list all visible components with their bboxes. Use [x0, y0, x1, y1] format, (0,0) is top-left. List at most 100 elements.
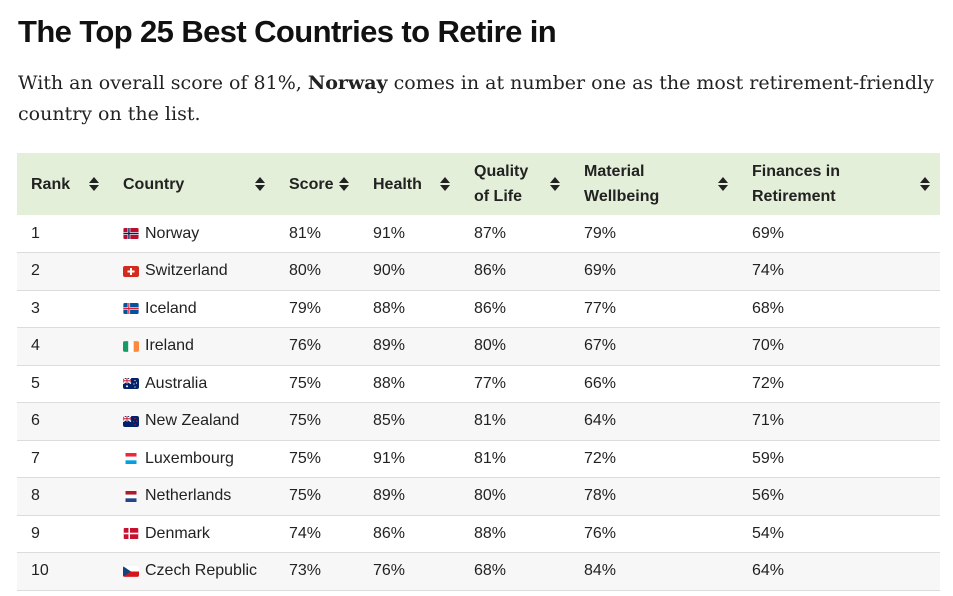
score-cell: 75%	[289, 412, 322, 430]
new-zealand-flag-icon	[123, 415, 139, 427]
quality-of-life-cell: 86%	[474, 262, 507, 280]
finances-cell: 69%	[752, 224, 785, 242]
material-wellbeing-cell: 78%	[584, 487, 617, 505]
sort-icon[interactable]	[89, 177, 99, 191]
column-header-label: Health	[373, 175, 422, 193]
table-header: Rank Country Score Health Quality of Lif…	[17, 153, 940, 215]
rank-cell: 6	[31, 412, 40, 430]
column-header-label: Country	[123, 175, 185, 193]
column-header-label: Finances in Retirement	[752, 163, 841, 205]
rank-cell: 4	[31, 337, 40, 355]
table-row: 5 Australia 75% 88% 77% 66% 72%	[17, 365, 940, 403]
finances-cell: 54%	[752, 524, 785, 542]
finances-cell: 71%	[752, 412, 785, 430]
rank-cell: 9	[31, 524, 40, 542]
sort-icon[interactable]	[920, 177, 930, 191]
quality-of-life-cell: 77%	[474, 374, 507, 392]
country-label: Iceland	[123, 300, 275, 318]
country-cell: New Zealand	[109, 403, 275, 441]
country-label: Norway	[123, 225, 275, 243]
column-header-material-wellbeing[interactable]: Material Wellbeing	[570, 153, 738, 215]
country-cell: Ireland	[109, 328, 275, 366]
country-cell: Denmark	[109, 515, 275, 553]
table-row: 7 Luxembourg 75% 91% 81% 72% 59%	[17, 440, 940, 478]
column-header-quality-of-life[interactable]: Quality of Life	[460, 153, 570, 215]
column-header-health[interactable]: Health	[359, 153, 460, 215]
material-wellbeing-cell: 79%	[584, 224, 617, 242]
quality-of-life-cell: 68%	[474, 562, 507, 580]
finances-cell: 74%	[752, 262, 785, 280]
score-cell: 79%	[289, 299, 322, 317]
health-cell: 91%	[373, 224, 406, 242]
sort-icon[interactable]	[550, 177, 560, 191]
norway-flag-icon	[123, 228, 139, 239]
sort-icon[interactable]	[440, 177, 450, 191]
column-header-finances-in-retirement[interactable]: Finances in Retirement	[738, 153, 940, 215]
rank-cell: 2	[31, 262, 40, 280]
table-row: 9 Denmark 74% 86% 88% 76% 54%	[17, 515, 940, 553]
table-body: 1 Norway 81% 91% 87% 79% 69% 2 Switzerland 80% 90%…	[17, 215, 940, 590]
country-label: Ireland	[123, 337, 275, 355]
quality-of-life-cell: 81%	[474, 412, 507, 430]
country-name: New Zealand	[145, 412, 240, 430]
page-subtitle: With an overall score of 81%, Norway com…	[18, 68, 938, 130]
column-header-label: Quality of Life	[474, 163, 529, 205]
finances-cell: 64%	[752, 562, 785, 580]
denmark-flag-icon	[123, 528, 139, 540]
country-label: Czech Republic	[123, 562, 275, 580]
page-title: The Top 25 Best Countries to Retire in	[18, 14, 557, 49]
country-name: Switzerland	[145, 262, 228, 280]
australia-flag-icon	[123, 378, 139, 390]
subtitle-text: With an overall score of 81%,	[18, 72, 308, 94]
health-cell: 90%	[373, 262, 406, 280]
score-cell: 74%	[289, 524, 322, 542]
country-label: Denmark	[123, 525, 275, 543]
health-cell: 89%	[373, 337, 406, 355]
score-cell: 81%	[289, 224, 322, 242]
country-name: Luxembourg	[145, 449, 234, 467]
score-cell: 75%	[289, 487, 322, 505]
finances-cell: 68%	[752, 299, 785, 317]
czech-flag-icon	[123, 565, 139, 577]
health-cell: 76%	[373, 562, 406, 580]
table-row: 1 Norway 81% 91% 87% 79% 69%	[17, 215, 940, 253]
score-cell: 75%	[289, 374, 322, 392]
header-row: Rank Country Score Health Quality of Lif…	[17, 153, 940, 215]
finances-cell: 59%	[752, 449, 785, 467]
country-cell: Luxembourg	[109, 440, 275, 478]
table-row: 8 Netherlands 75% 89% 80% 78% 56%	[17, 477, 940, 516]
quality-of-life-cell: 80%	[474, 487, 507, 505]
sort-icon[interactable]	[339, 177, 349, 191]
rank-cell: 5	[31, 374, 40, 392]
quality-of-life-cell: 88%	[474, 524, 507, 542]
column-header-rank[interactable]: Rank	[17, 153, 109, 215]
country-cell: Australia	[109, 365, 275, 403]
material-wellbeing-cell: 84%	[584, 562, 617, 580]
column-header-score[interactable]: Score	[275, 153, 359, 215]
table-row: 2 Switzerland 80% 90% 86% 69% 74%	[17, 252, 940, 290]
rank-cell: 8	[31, 487, 40, 505]
country-cell: Netherlands	[109, 478, 275, 516]
country-label: Netherlands	[123, 487, 275, 505]
country-name: Netherlands	[145, 487, 232, 505]
health-cell: 91%	[373, 449, 406, 467]
country-name: Norway	[145, 224, 200, 242]
subtitle-highlight: Norway	[307, 72, 388, 94]
country-cell: Iceland	[109, 290, 275, 328]
column-header-country[interactable]: Country	[109, 153, 275, 215]
material-wellbeing-cell: 77%	[584, 299, 617, 317]
table-row: 6 New Zealand 75% 85% 81% 64% 71%	[17, 402, 940, 441]
material-wellbeing-cell: 76%	[584, 524, 617, 542]
sort-icon[interactable]	[255, 177, 265, 191]
score-cell: 76%	[289, 337, 322, 355]
quality-of-life-cell: 81%	[474, 449, 507, 467]
material-wellbeing-cell: 72%	[584, 449, 617, 467]
health-cell: 88%	[373, 374, 406, 392]
sort-icon[interactable]	[718, 177, 728, 191]
country-name: Denmark	[145, 524, 210, 542]
score-cell: 80%	[289, 262, 322, 280]
table-row: 3 Iceland 79% 88% 86% 77% 68%	[17, 290, 940, 328]
subtitle-text-end: comes in at number one as the most retir…	[18, 72, 934, 125]
column-header-label: Score	[289, 175, 334, 193]
rank-cell: 1	[31, 224, 40, 242]
